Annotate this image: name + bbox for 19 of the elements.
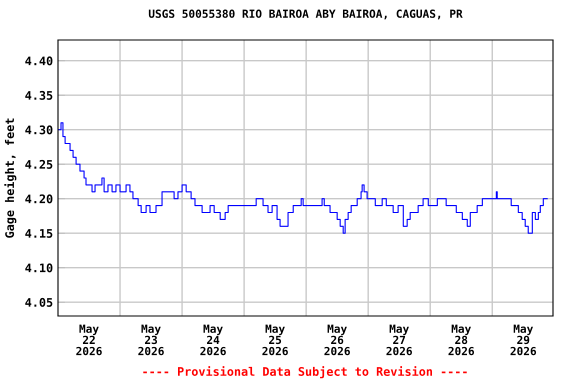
y-tick-label: 4.15 xyxy=(25,229,52,238)
x-tick-label: May 27 2026 xyxy=(386,324,412,356)
y-tick-label: 4.30 xyxy=(25,125,52,134)
x-tick-label: May 25 2026 xyxy=(262,324,288,356)
x-tick-label: May 24 2026 xyxy=(200,324,226,356)
chart-title: USGS 50055380 RIO BAIROA ABY BAIROA, CAGUAS, PR xyxy=(148,10,463,20)
y-tick-label: 4.25 xyxy=(25,160,52,169)
x-tick-label: May 26 2026 xyxy=(324,324,350,356)
x-tick-label: May 23 2026 xyxy=(138,324,164,356)
x-tick-label: May 28 2026 xyxy=(448,324,474,356)
y-tick-label: 4.35 xyxy=(25,90,52,100)
text: ---- Provisional Data Subject to Revision ---- xyxy=(143,366,467,378)
y-axis-title: Gage height, feet xyxy=(4,118,16,238)
x-tick-label: May 22 2026 xyxy=(76,324,102,356)
y-tick-label: 4.05 xyxy=(25,298,52,307)
y-tick-label: 4.10 xyxy=(25,263,52,272)
y-tick-label: 4.20 xyxy=(25,194,52,204)
y-tick-label: 4.40 xyxy=(25,56,52,66)
x-tick-label: May 29 2026 xyxy=(510,324,536,356)
